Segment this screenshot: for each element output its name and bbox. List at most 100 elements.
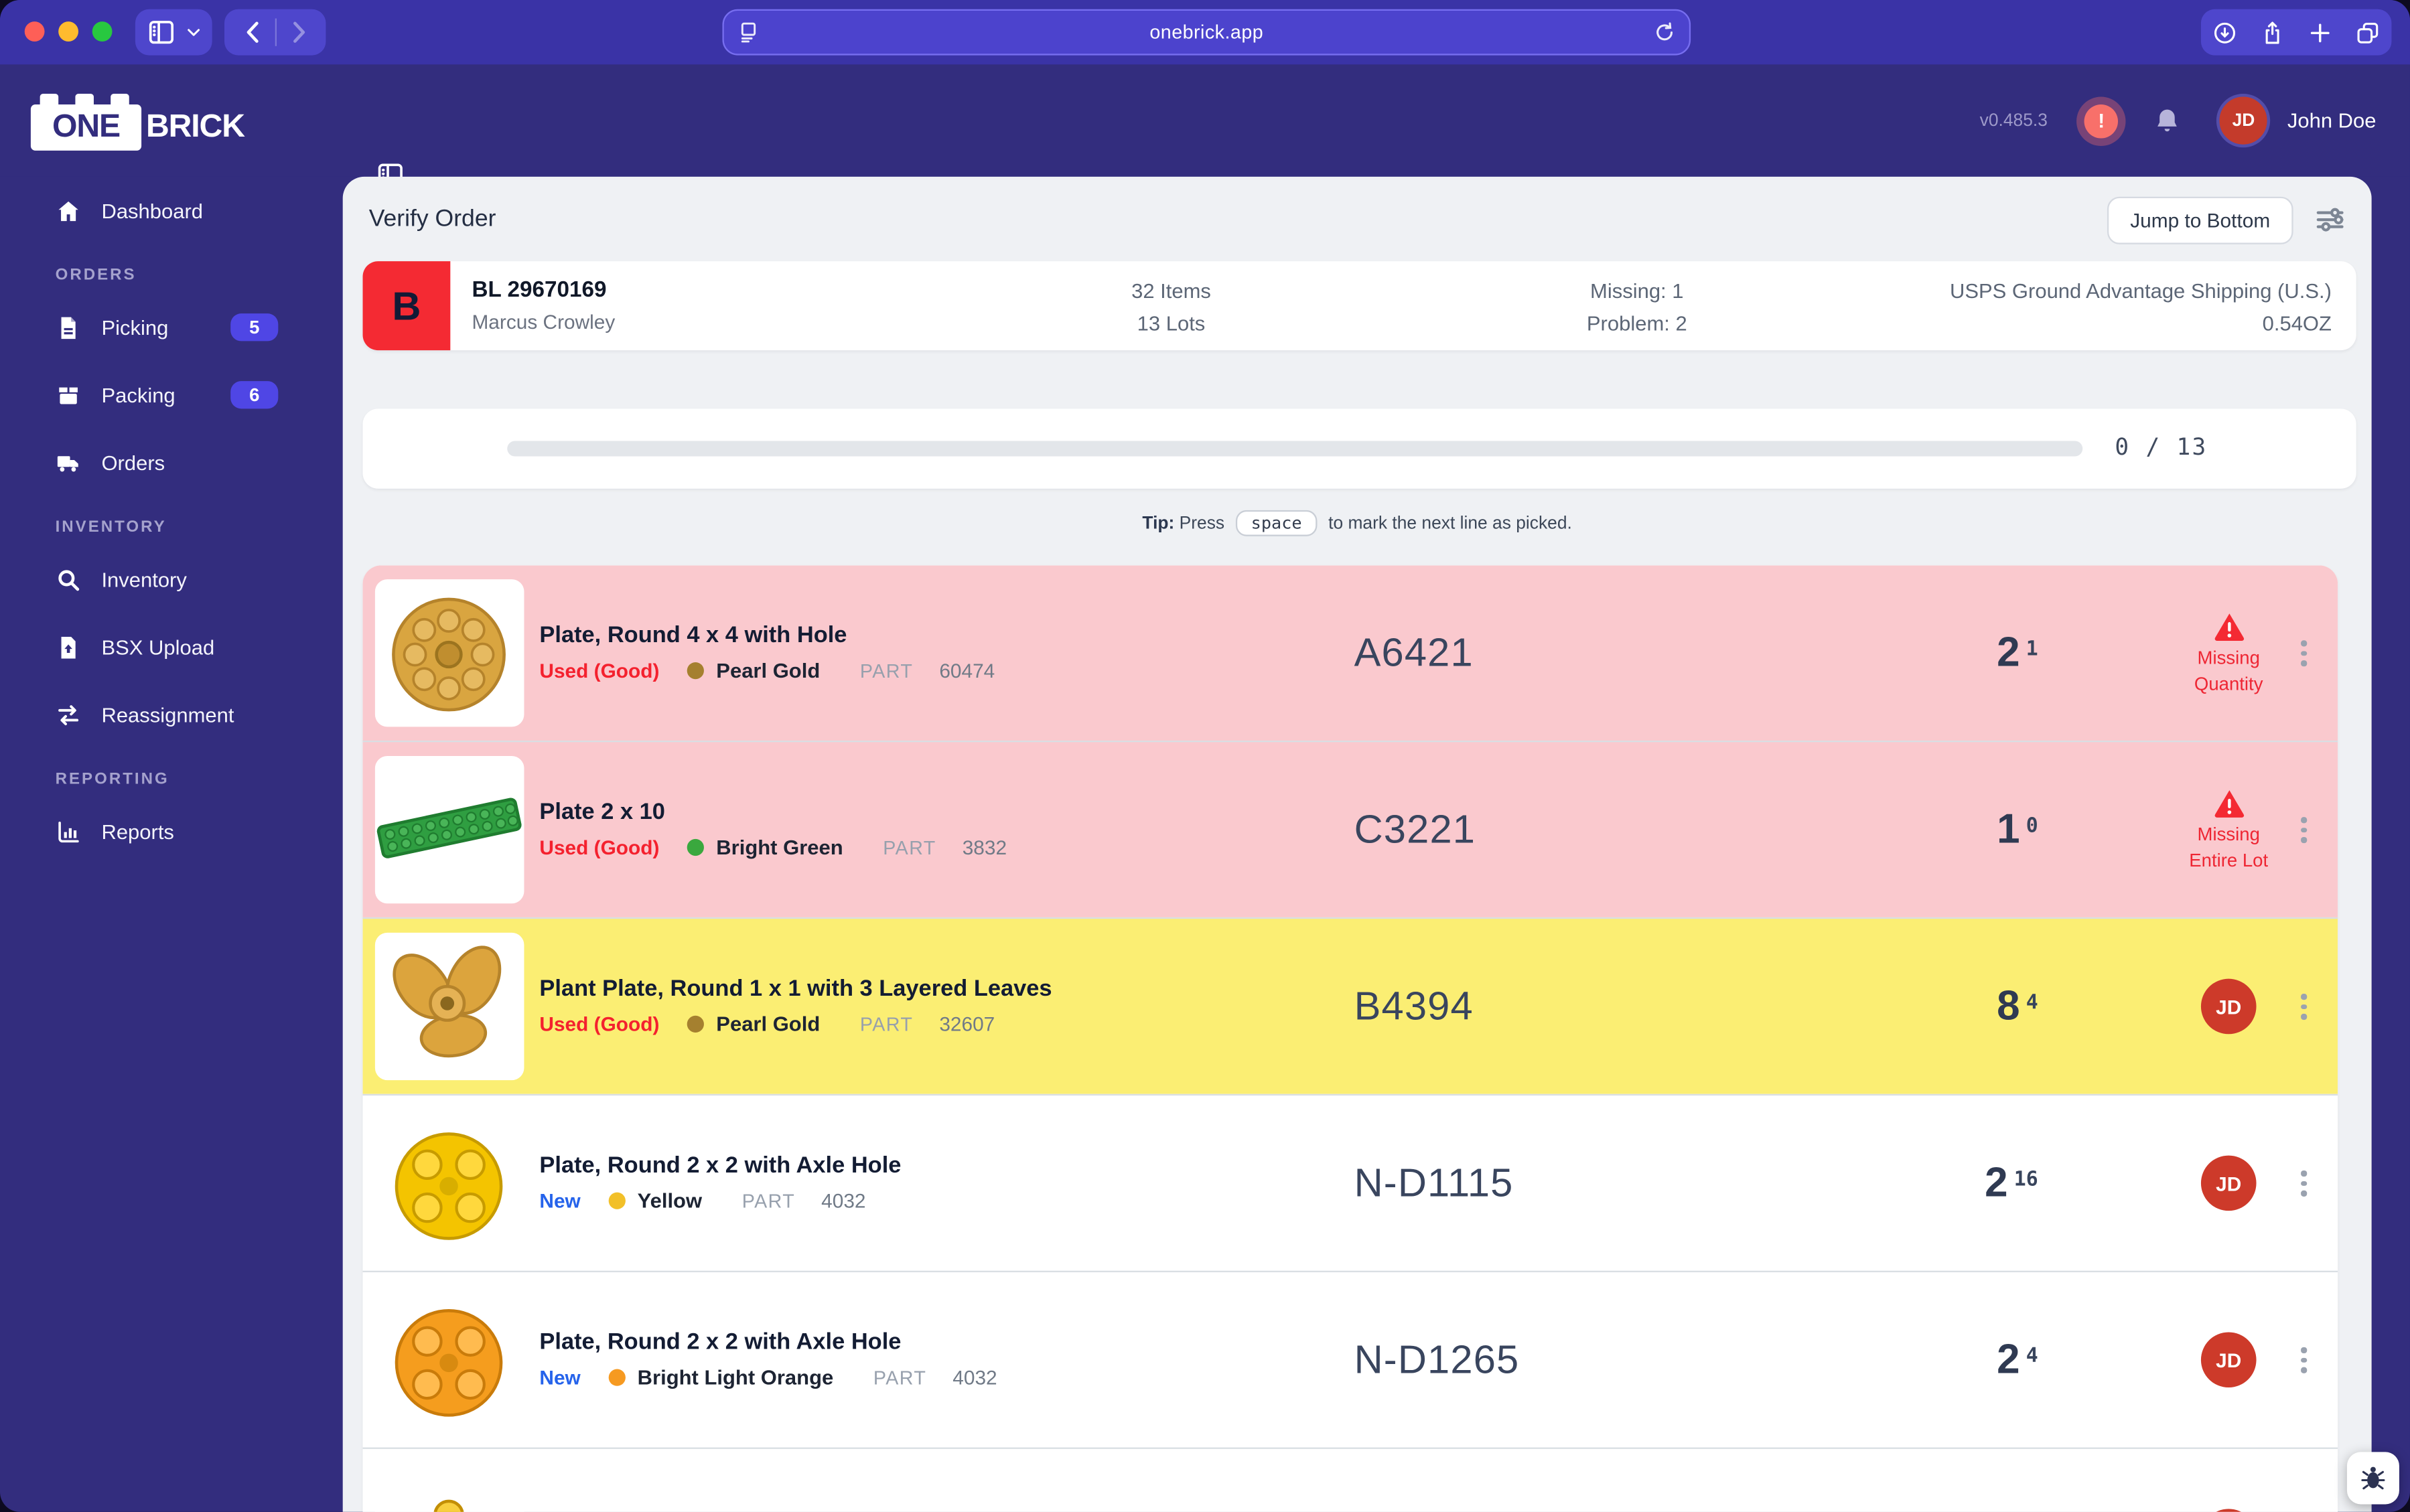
part-title: Plate 2 x 10: [539, 798, 665, 825]
page-header: Verify Order Jump to Bottom: [369, 195, 2347, 244]
order-line-row[interactable]: Brick, Round 2 x 2 Dome Top JD: [362, 1447, 2338, 1512]
chevron-down-icon: [184, 23, 202, 42]
part-info: Plate, Round 2 x 2 with Axle Hole New Br…: [539, 1272, 997, 1448]
order-lots-count: 13 Lots: [1137, 311, 1206, 335]
app-version: v0.485.3: [1979, 111, 2048, 130]
tip-suffix: to mark the next line as picked.: [1328, 514, 1572, 534]
page-title: Verify Order: [368, 206, 496, 232]
user-name: John Doe: [2287, 108, 2377, 133]
part-meta: Used (Good) Pearl Gold PART 32607: [539, 1006, 1052, 1043]
quantity-picked: 16: [2013, 1168, 2038, 1192]
order-shipping: USPS Ground Advantage Shipping (U.S.) 0.…: [1950, 275, 2332, 339]
sidebar-nav: Dashboard ORDERS Picking 5 Packing 6 Orders INV…: [0, 177, 343, 1512]
sidebar-item-bsx-upload[interactable]: BSX Upload: [0, 613, 343, 681]
order-line-row[interactable]: Plate 2 x 10 Used (Good) Bright Green PA…: [362, 741, 2338, 917]
kebab-menu-icon[interactable]: [2296, 817, 2312, 843]
shipping-method: USPS Ground Advantage Shipping (U.S.): [1949, 279, 2332, 303]
reader-icon[interactable]: [736, 20, 761, 45]
part-title: Plant Plate, Round 1 x 1 with 3 Layered …: [539, 974, 1052, 1001]
debug-bug-button[interactable]: [2346, 1452, 2399, 1505]
order-id: BL 29670169: [472, 278, 607, 303]
part-meta: New Bright Light Orange PART 4032: [539, 1359, 997, 1396]
part-meta: New Yellow PART 4032: [539, 1183, 901, 1219]
part-title: Plate, Round 2 x 2 with Axle Hole: [539, 1328, 902, 1355]
reload-icon[interactable]: [1652, 20, 1677, 45]
traffic-light-zoom[interactable]: [92, 21, 113, 42]
sidebar-item-label: Packing: [101, 383, 175, 406]
color-name: Bright Light Orange: [637, 1365, 834, 1389]
forward-icon[interactable]: [282, 17, 313, 48]
count-badge: 6: [230, 381, 279, 409]
sidebar-item-label: Inventory: [101, 567, 187, 591]
browser-sidebar-button[interactable]: [135, 9, 212, 56]
sidebar-item-picking[interactable]: Picking 5: [0, 293, 343, 361]
order-lines-list: Plate, Round 4 x 4 with Hole Used (Good)…: [362, 565, 2338, 1512]
kebab-menu-icon[interactable]: [2296, 1347, 2312, 1373]
order-line-row[interactable]: Plate, Round 2 x 2 with Axle Hole New Br…: [362, 1270, 2338, 1448]
assignee-avatar: JD: [2200, 978, 2257, 1035]
traffic-light-minimize[interactable]: [58, 21, 79, 42]
header-right-cluster: v0.485.3 ! JD John Doe: [1980, 64, 2410, 177]
address-bar[interactable]: onebrick.app: [722, 9, 1691, 56]
order-counts: 32 Items 13 Lots: [1048, 275, 1294, 339]
color-dot: [608, 1192, 626, 1209]
sidebar-item-label: BSX Upload: [101, 635, 215, 659]
bar-chart-icon: [56, 818, 82, 844]
sidebar-section-label: ORDERS: [55, 265, 137, 285]
row-status: JD: [2137, 1449, 2321, 1512]
sidebar-item-inventory[interactable]: Inventory: [0, 546, 343, 613]
sidebar-item-label: Reports: [101, 820, 174, 843]
panel-left-icon: [145, 17, 176, 48]
new-tab-icon[interactable]: [2307, 19, 2333, 46]
bell-icon[interactable]: [2152, 105, 2183, 136]
share-icon[interactable]: [2259, 19, 2285, 46]
color-name: Bright Green: [716, 835, 843, 858]
divider: [274, 18, 276, 46]
part-title: Plate, Round 4 x 4 with Hole: [539, 621, 847, 648]
kebab-menu-icon[interactable]: [2296, 994, 2312, 1019]
sidebar-item-reports[interactable]: Reports: [0, 798, 343, 865]
order-identity: BL 29670169 Marcus Crowley: [472, 275, 615, 338]
assignee-avatar: JD: [2200, 1332, 2257, 1388]
sliders-filter-icon[interactable]: [2313, 203, 2346, 236]
order-line-row[interactable]: Plate, Round 4 x 4 with Hole Used (Good)…: [362, 565, 2338, 741]
downloads-icon[interactable]: [2212, 19, 2238, 46]
user-avatar[interactable]: JD: [2216, 93, 2271, 148]
truck-icon: [56, 449, 82, 475]
back-icon[interactable]: [238, 17, 269, 48]
bug-icon: [2358, 1462, 2389, 1493]
sidebar-item-reassignment[interactable]: Reassignment: [0, 681, 343, 749]
part-image: [374, 932, 524, 1081]
condition-label: Used (Good): [539, 658, 660, 682]
home-icon: [56, 198, 82, 224]
condition-label: New: [539, 1188, 581, 1212]
logo-text-brick: BRICK: [145, 108, 245, 145]
order-line-row[interactable]: Plate, Round 2 x 2 with Axle Hole New Ye…: [362, 1093, 2338, 1271]
kebab-menu-icon[interactable]: [2296, 640, 2312, 666]
sidebar-item-packing[interactable]: Packing 6: [0, 361, 343, 429]
quantity-picked: 4: [2026, 992, 2038, 1015]
package-icon: [56, 382, 82, 408]
sidebar-item-label: Dashboard: [101, 199, 204, 222]
condition-label: Used (Good): [539, 1012, 660, 1035]
part-info: Plate, Round 4 x 4 with Hole Used (Good)…: [539, 565, 995, 741]
sidebar-item-orders[interactable]: Orders: [0, 429, 343, 496]
color-name: Pearl Gold: [716, 1012, 821, 1035]
warning-text: Missing: [2197, 822, 2260, 844]
alert-badge-icon[interactable]: !: [2084, 103, 2119, 138]
sidebar-item-dashboard[interactable]: Dashboard: [0, 177, 343, 244]
order-line-row[interactable]: Plant Plate, Round 1 x 1 with 3 Layered …: [362, 917, 2338, 1094]
progress-count: 0 / 13: [2115, 433, 2208, 461]
jump-to-bottom-button[interactable]: Jump to Bottom: [2107, 196, 2293, 244]
search-icon: [56, 566, 82, 593]
tab-overview-icon[interactable]: [2354, 19, 2381, 46]
location-code: N-D1265: [1354, 1336, 1520, 1383]
traffic-light-close[interactable]: [24, 21, 45, 42]
kebab-menu-icon[interactable]: [2296, 1170, 2312, 1196]
quantity-required: 1: [1997, 806, 2020, 852]
missing-warning-badge: Missing Quantity: [2137, 565, 2321, 741]
location-code: A6421: [1354, 629, 1474, 676]
